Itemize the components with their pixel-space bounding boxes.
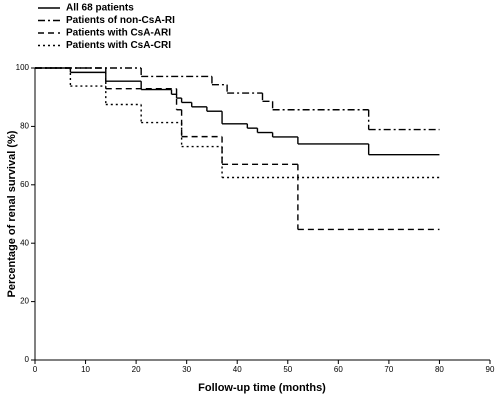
- y-tick-label: 20: [20, 297, 29, 306]
- y-tick-label: 0: [25, 355, 30, 364]
- x-tick-label: 10: [81, 365, 90, 374]
- x-tick-label: 90: [486, 365, 495, 374]
- legend-label: Patients of non-CsA-RI: [66, 15, 175, 26]
- x-tick-label: 0: [33, 365, 38, 374]
- x-tick-label: 40: [233, 365, 242, 374]
- legend-label: All 68 patients: [66, 3, 134, 14]
- x-tick-label: 60: [334, 365, 343, 374]
- x-tick-label: 70: [384, 365, 393, 374]
- y-axis-label: Percentage of renal survival (%): [6, 130, 18, 297]
- x-tick-label: 50: [283, 365, 292, 374]
- legend-label: Patients with CsA-CRI: [66, 40, 171, 51]
- x-tick-label: 30: [182, 365, 191, 374]
- y-tick-label: 60: [20, 180, 29, 189]
- x-tick-label: 20: [132, 365, 141, 374]
- x-tick-label: 80: [435, 365, 444, 374]
- y-tick-label: 100: [16, 63, 30, 72]
- y-tick-label: 80: [20, 122, 29, 131]
- y-tick-label: 40: [20, 238, 29, 247]
- x-axis-label: Follow-up time (months): [198, 382, 326, 394]
- legend-label: Patients with CsA-ARI: [66, 28, 171, 39]
